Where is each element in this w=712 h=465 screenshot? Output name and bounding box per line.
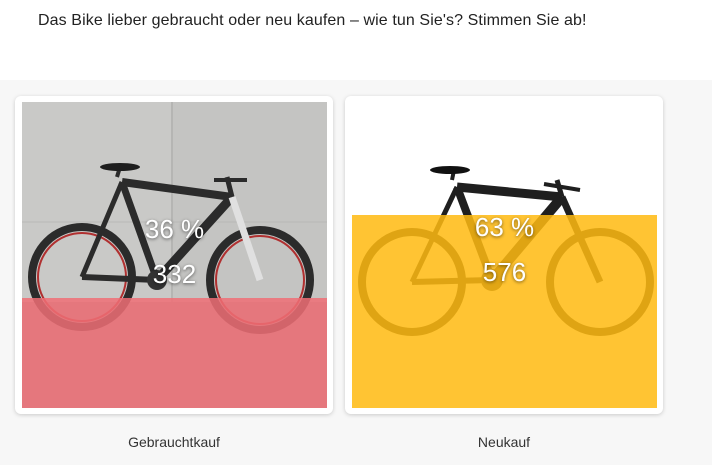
new-bike-photo: 63 % 576 [352, 102, 657, 408]
option-label-used: Gebrauchtkauf [128, 434, 220, 450]
result-overlay-used [22, 297, 327, 408]
percent-new: 63 % [474, 212, 535, 242]
option-label-new: Neukauf [477, 434, 531, 450]
percent-used: 36 % [144, 214, 205, 244]
poll-option-used[interactable]: 36 % 332 [15, 96, 333, 414]
votes-used: 332 [152, 259, 197, 289]
used-bike-photo: 36 % 332 [22, 102, 327, 408]
votes-new: 576 [482, 257, 527, 287]
poll-option-new[interactable]: 63 % 576 [345, 96, 663, 414]
result-overlay-new [352, 215, 657, 408]
poll-question: Das Bike lieber gebraucht oder neu kaufe… [38, 12, 587, 29]
